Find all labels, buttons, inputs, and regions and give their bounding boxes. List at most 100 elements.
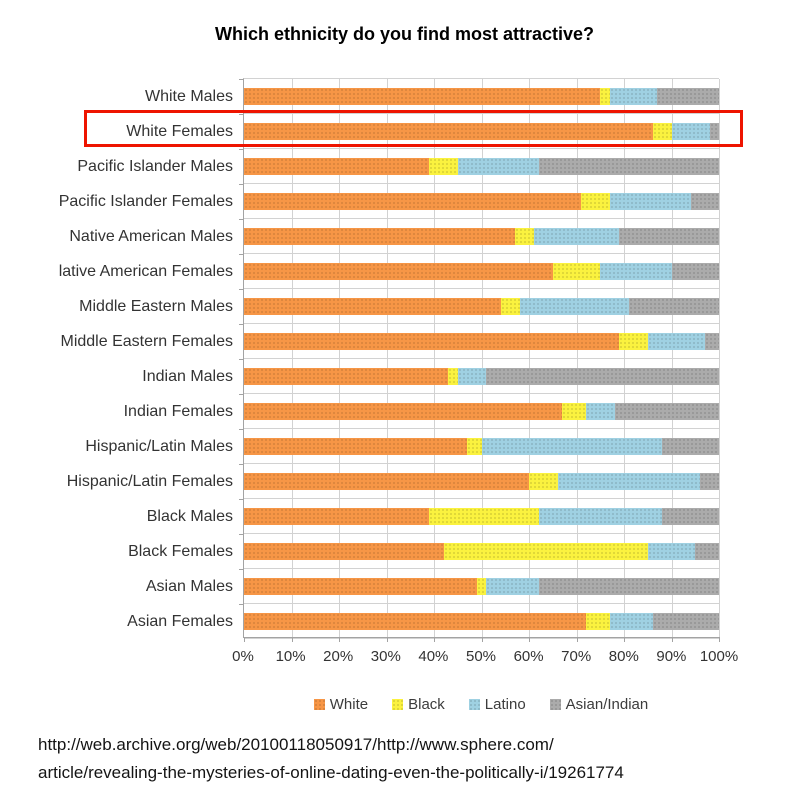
bar-segment-black [448, 368, 458, 385]
stacked-bar-white-males [244, 88, 719, 105]
category-label-white-males: White Males [144, 88, 233, 105]
stacked-bar-middle-eastern-females [244, 333, 719, 350]
bar-row-pacific-islander-females [244, 184, 719, 219]
bar-segment-latino [457, 158, 539, 175]
source-url-line-2: article/revealing-the-mysteries-of-onlin… [38, 763, 624, 782]
bar-segment-black [619, 333, 648, 350]
y-axis-tick [239, 114, 244, 115]
stacked-bar-native-american-males [244, 228, 719, 245]
stacked-bar-hispanic-latin-males [244, 438, 719, 455]
bar-segment-black [443, 543, 648, 560]
legend-item-black: Black [392, 696, 445, 713]
category-label-native-american-males: Native American Males [69, 228, 233, 245]
bar-segment-asian-indian [486, 368, 719, 385]
bar-segment-asian-indian [704, 333, 719, 350]
y-axis-tick [239, 79, 244, 80]
y-axis-tick [239, 569, 244, 570]
x-axis-tick [719, 637, 720, 642]
bar-segment-black [581, 193, 610, 210]
gridline-100% [719, 79, 720, 637]
x-tick-label-60pct: 60% [513, 648, 544, 665]
x-tick-label-0pct: 0% [232, 648, 254, 665]
bar-segment-white [244, 438, 468, 455]
bar-segment-white [244, 263, 553, 280]
category-label-pacific-islander-females: Pacific Islander Females [58, 193, 233, 210]
stacked-bar-lative-american-females [244, 263, 719, 280]
bar-row-white-females [244, 114, 719, 149]
x-axis-tick [529, 637, 530, 642]
x-axis-tick [481, 637, 483, 642]
bar-segment-asian-indian [614, 403, 719, 420]
x-tick-label-100pct: 100% [699, 648, 739, 665]
bar-row-native-american-males [244, 219, 719, 254]
bar-row-hispanic-latin-females [244, 464, 719, 499]
legend-item-asian-indian: Asian/Indian [549, 696, 648, 713]
bar-row-indian-females [244, 394, 719, 429]
legend-label-white: White [329, 696, 369, 713]
y-axis-tick [239, 604, 244, 605]
category-label-pacific-islander-males: Pacific Islander Males [77, 158, 233, 175]
bar-segment-white [244, 473, 529, 490]
bar-segment-latino [538, 508, 662, 525]
bar-row-lative-american-females [244, 254, 719, 289]
source-url-line-1: http://web.archive.org/web/2010011805091… [38, 735, 554, 754]
x-axis-tick [624, 637, 625, 642]
bar-segment-latino [481, 438, 662, 455]
bar-segment-latino [671, 123, 710, 140]
bar-segment-white [244, 368, 449, 385]
bar-segment-asian-indian [538, 158, 719, 175]
x-tick-label-30pct: 30% [370, 648, 401, 665]
category-label-indian-females: Indian Females [123, 403, 233, 420]
bar-segment-asian-indian [695, 543, 719, 560]
x-tick-label-40pct: 40% [418, 648, 449, 665]
x-tick-label-10pct: 10% [275, 648, 306, 665]
bar-segment-black [500, 298, 520, 315]
legend-swatch-black [392, 699, 404, 710]
bar-segment-black [514, 228, 534, 245]
bar-segment-asian-indian [709, 123, 719, 140]
legend-swatch-latino [468, 699, 480, 710]
y-axis-tick [239, 184, 244, 185]
bar-segment-latino [557, 473, 700, 490]
category-label-hispanic-latin-females: Hispanic/Latin Females [66, 473, 233, 490]
category-label-lative-american-females: lative American Females [58, 263, 233, 280]
bar-segment-white [244, 543, 444, 560]
y-axis-tick [239, 254, 244, 255]
stacked-bar-hispanic-latin-females [244, 473, 719, 490]
category-label-middle-eastern-females: Middle Eastern Females [60, 333, 233, 350]
category-label-asian-females: Asian Females [127, 613, 233, 630]
y-axis-tick [239, 499, 244, 500]
x-axis-tick [244, 637, 245, 642]
bar-segment-white [244, 193, 582, 210]
bar-segment-latino [486, 578, 539, 595]
y-axis-tick [239, 149, 244, 150]
bar-row-asian-males [244, 569, 719, 604]
bar-segment-black [529, 473, 558, 490]
y-axis-tick [239, 394, 244, 395]
bar-row-white-males [244, 79, 719, 114]
stacked-bar-indian-females [244, 403, 719, 420]
legend-swatch-white [313, 699, 325, 710]
x-axis-tick [671, 637, 673, 642]
bar-segment-asian-indian [662, 438, 719, 455]
bar-segment-white [244, 333, 620, 350]
y-axis-tick [239, 534, 244, 535]
y-axis-tick [239, 464, 244, 465]
bar-row-black-females [244, 534, 719, 569]
stacked-bar-black-females [244, 543, 719, 560]
x-axis-tick [576, 637, 578, 642]
bar-row-middle-eastern-males [244, 289, 719, 324]
category-label-hispanic-latin-males: Hispanic/Latin Males [85, 438, 233, 455]
bar-row-hispanic-latin-males [244, 429, 719, 464]
x-axis-labels: 0% 10% 20% 30% 40% 50% 60% 70% 80% 90% 100% [232, 648, 738, 668]
stacked-bar-asian-males [244, 578, 719, 595]
category-label-indian-males: Indian Males [142, 368, 233, 385]
x-axis-tick [291, 637, 293, 642]
stacked-bar-middle-eastern-males [244, 298, 719, 315]
bar-row-black-males [244, 499, 719, 534]
bar-segment-latino [647, 543, 696, 560]
bar-row-pacific-islander-males [244, 149, 719, 184]
bar-row-asian-females [244, 604, 719, 639]
bar-segment-latino [457, 368, 487, 385]
